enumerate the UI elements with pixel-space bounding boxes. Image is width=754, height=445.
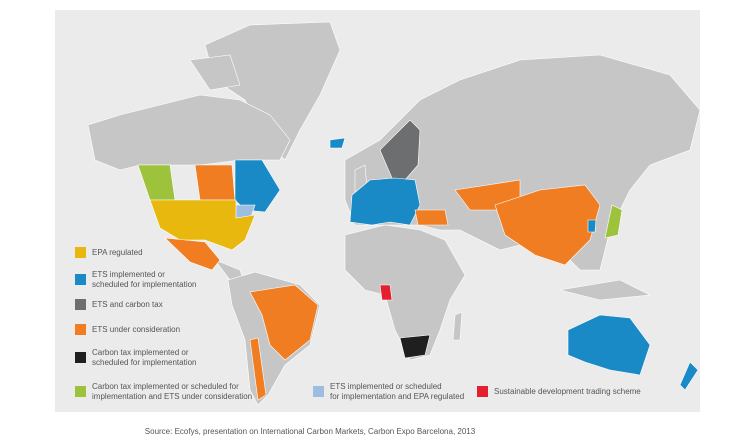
- legend-label: ETS under consideration: [92, 325, 180, 334]
- legend-label: ETS and carbon tax: [92, 300, 163, 309]
- legend-swatch: [313, 386, 324, 397]
- legend-label: Sustainable development trading scheme: [494, 387, 641, 396]
- legend-swatch: [75, 247, 86, 258]
- legend-swatch: [75, 299, 86, 310]
- legend-swatch: [75, 274, 86, 285]
- legend-label: implementation and ETS under considerati…: [92, 392, 252, 401]
- regions: [137, 119, 699, 401]
- legend-label: Carbon tax implemented or scheduled for: [92, 382, 239, 391]
- legend-label: for implementation and EPA regulated: [330, 392, 464, 401]
- legend-swatch: [75, 386, 86, 397]
- legend-label: scheduled for implementation: [92, 358, 197, 367]
- legend-swatch: [75, 324, 86, 335]
- legend-swatch: [477, 386, 488, 397]
- legend-label: ETS implemented or: [92, 270, 165, 279]
- legend-label: EPA regulated: [92, 248, 143, 257]
- legend-label: Carbon tax implemented or: [92, 348, 189, 357]
- legend-label: scheduled for implementation: [92, 280, 197, 289]
- source-note: Source: Ecofys, presentation on Internat…: [145, 427, 476, 436]
- legend-label: ETS implemented or scheduled: [330, 382, 442, 391]
- legend-swatch: [75, 352, 86, 363]
